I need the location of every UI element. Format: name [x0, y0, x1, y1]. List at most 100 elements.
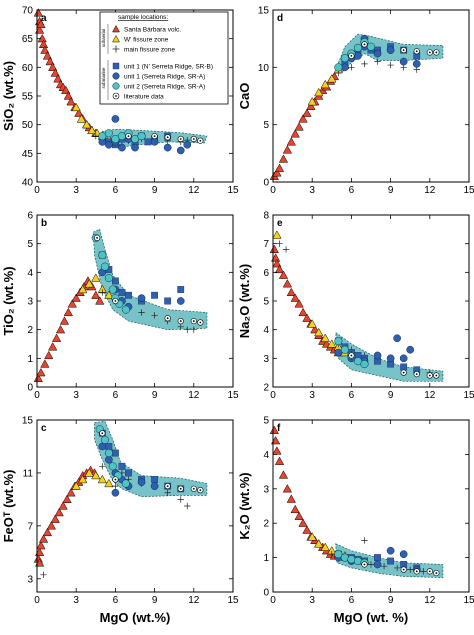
- data-point: [164, 489, 171, 496]
- panel-e: 0 3 6 9 12 15 2 3 4 5 6 7 8e Na₂O (wt.%): [237, 211, 474, 402]
- y-axis-label: FeOᵀ (wt.%): [1, 470, 16, 543]
- data-point: [302, 525, 312, 534]
- legend-label: unit 1 (N' Serreta Ridge, SR-B): [124, 63, 213, 70]
- y-tick-label: 7: [27, 521, 33, 532]
- series-0: [33, 465, 100, 567]
- data-point: [111, 488, 120, 497]
- data-point: [71, 102, 81, 112]
- y-tick-label: 8: [263, 211, 269, 222]
- x-tick-label: 12: [424, 595, 436, 606]
- data-point: [50, 68, 60, 77]
- x-tick-label: 6: [113, 185, 119, 196]
- data-point: [327, 74, 337, 83]
- data-point: [66, 488, 76, 497]
- data-point-center: [402, 568, 405, 571]
- series-1: [78, 273, 114, 299]
- legend-label: W' fissure zone: [124, 36, 169, 43]
- legend-marker: [112, 45, 120, 53]
- data-point: [125, 291, 132, 299]
- x-tick-label: 0: [34, 595, 40, 606]
- data-point: [314, 327, 324, 337]
- data-point: [97, 474, 107, 484]
- data-point: [282, 246, 290, 253]
- data-point: [367, 561, 375, 568]
- data-point-center: [101, 432, 104, 435]
- y-tick-label: 40: [22, 178, 34, 189]
- data-point: [328, 550, 335, 558]
- series-6: [125, 133, 204, 144]
- data-point: [306, 101, 316, 110]
- data-point: [320, 542, 330, 551]
- data-point: [137, 132, 146, 141]
- data-point: [272, 259, 282, 268]
- data-point: [40, 45, 50, 54]
- y-axis-label: SiO₂ (wt.%): [1, 61, 16, 131]
- data-point: [314, 539, 324, 548]
- x-tick-label: 6: [349, 595, 355, 606]
- data-point: [63, 307, 73, 317]
- data-point: [177, 286, 185, 293]
- data-point: [105, 443, 113, 450]
- data-point: [393, 564, 401, 572]
- x-tick-label: 15: [463, 595, 474, 606]
- data-point: [36, 367, 46, 377]
- x-tick-label: 0: [270, 595, 276, 606]
- y-tick-label: 55: [22, 92, 34, 103]
- data-point: [42, 527, 53, 537]
- x-tick-label: 12: [424, 390, 436, 401]
- data-point: [151, 312, 158, 319]
- data-point: [334, 348, 343, 357]
- y-tick-label: 4: [263, 450, 269, 461]
- y-tick-label: 60: [22, 63, 34, 74]
- data-point: [144, 138, 152, 146]
- data-point: [334, 337, 343, 346]
- series-0: [269, 71, 340, 180]
- data-point-center: [166, 485, 169, 488]
- data-point: [138, 309, 145, 316]
- series-5: [98, 129, 146, 144]
- data-point: [278, 270, 289, 279]
- data-point: [373, 351, 382, 360]
- y-axis-label: TiO₂ (wt.%): [1, 266, 16, 335]
- data-point-center: [114, 300, 117, 302]
- data-point-center: [192, 320, 195, 322]
- y-tick-label: 65: [22, 34, 34, 45]
- data-point: [314, 87, 324, 97]
- data-point: [137, 294, 146, 302]
- series-0: [33, 276, 105, 383]
- data-point: [48, 342, 58, 351]
- data-point: [99, 289, 106, 296]
- data-point: [111, 449, 119, 457]
- y-tick-label: 6: [27, 211, 33, 222]
- data-point: [37, 33, 47, 43]
- x-tick-label: 0: [34, 185, 40, 196]
- x-tick-label: 12: [188, 390, 200, 401]
- data-point: [374, 58, 381, 65]
- data-point: [53, 74, 63, 83]
- data-point: [340, 54, 349, 63]
- panel-a: 0 3 6 9 12 15 40 45 50 55 60 65 70 a SiO₂ (wt.%): [1, 6, 239, 197]
- data-point-center: [435, 51, 438, 54]
- y-tick-label: 2: [263, 519, 269, 530]
- y-tick-label: 3: [263, 354, 269, 365]
- y-tick-label: 1: [263, 553, 269, 564]
- data-point: [406, 345, 415, 354]
- data-point: [40, 359, 50, 368]
- data-point: [150, 138, 159, 146]
- series-6: [99, 430, 204, 494]
- data-point: [276, 240, 283, 247]
- data-point: [54, 507, 64, 517]
- data-point: [286, 137, 296, 146]
- series-6: [94, 234, 204, 326]
- x-tick-label: 12: [188, 595, 200, 606]
- data-point: [164, 297, 172, 305]
- data-point: [290, 129, 300, 138]
- plot-frame: [272, 9, 470, 183]
- data-point: [290, 504, 300, 514]
- x-tick-label: 0: [34, 390, 40, 401]
- data-point: [327, 339, 337, 348]
- data-point: [302, 108, 312, 117]
- data-point: [184, 326, 191, 333]
- legend-label: unit 2 (Serreta Ridge, SR-A): [124, 83, 205, 90]
